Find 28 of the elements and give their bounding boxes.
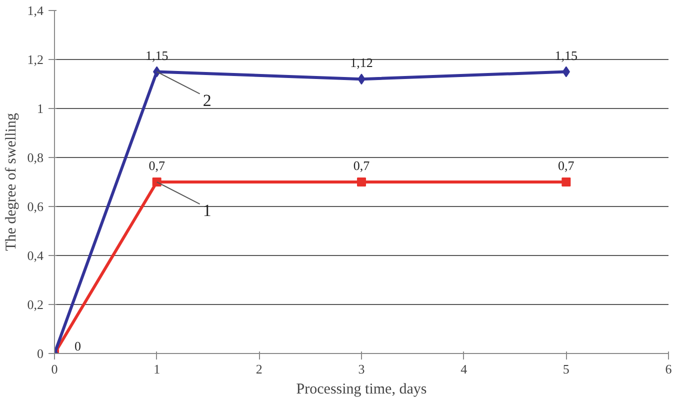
data-label: 1,15	[554, 48, 578, 63]
y-tick-label: 1,2	[27, 52, 44, 67]
y-tick-label: 0	[37, 346, 44, 361]
x-tick-label: 2	[256, 362, 262, 376]
data-label: 0,7	[353, 158, 370, 173]
data-label: 0	[74, 338, 81, 354]
y-tick-label: 0,4	[27, 248, 44, 263]
data-label: 0,7	[148, 158, 166, 173]
point	[562, 178, 571, 186]
x-tick-label: 6	[665, 362, 672, 376]
y-tick-label: 0,6	[27, 199, 44, 214]
x-axis-title: Processing time, days	[296, 382, 427, 398]
y-axis-title: The degree of swelling	[3, 112, 20, 251]
y-tick-label: 1,4	[27, 3, 44, 18]
x-tick-label: 3	[358, 362, 365, 376]
x-tick-label: 4	[460, 362, 468, 376]
point	[357, 178, 366, 186]
series-label: 1	[202, 201, 212, 220]
x-tick-label: 0	[51, 362, 58, 376]
y-tick-label: 0,2	[27, 297, 44, 312]
point	[152, 178, 162, 186]
data-label: 0,7	[558, 158, 575, 173]
series-label: 2	[202, 90, 212, 110]
y-tick-label: 1	[37, 101, 44, 116]
data-label: 1,15	[145, 48, 168, 63]
x-tick-label: 1	[154, 362, 160, 376]
x-tick-label: 5	[562, 362, 570, 376]
y-tick-label: 0,8	[27, 150, 44, 165]
